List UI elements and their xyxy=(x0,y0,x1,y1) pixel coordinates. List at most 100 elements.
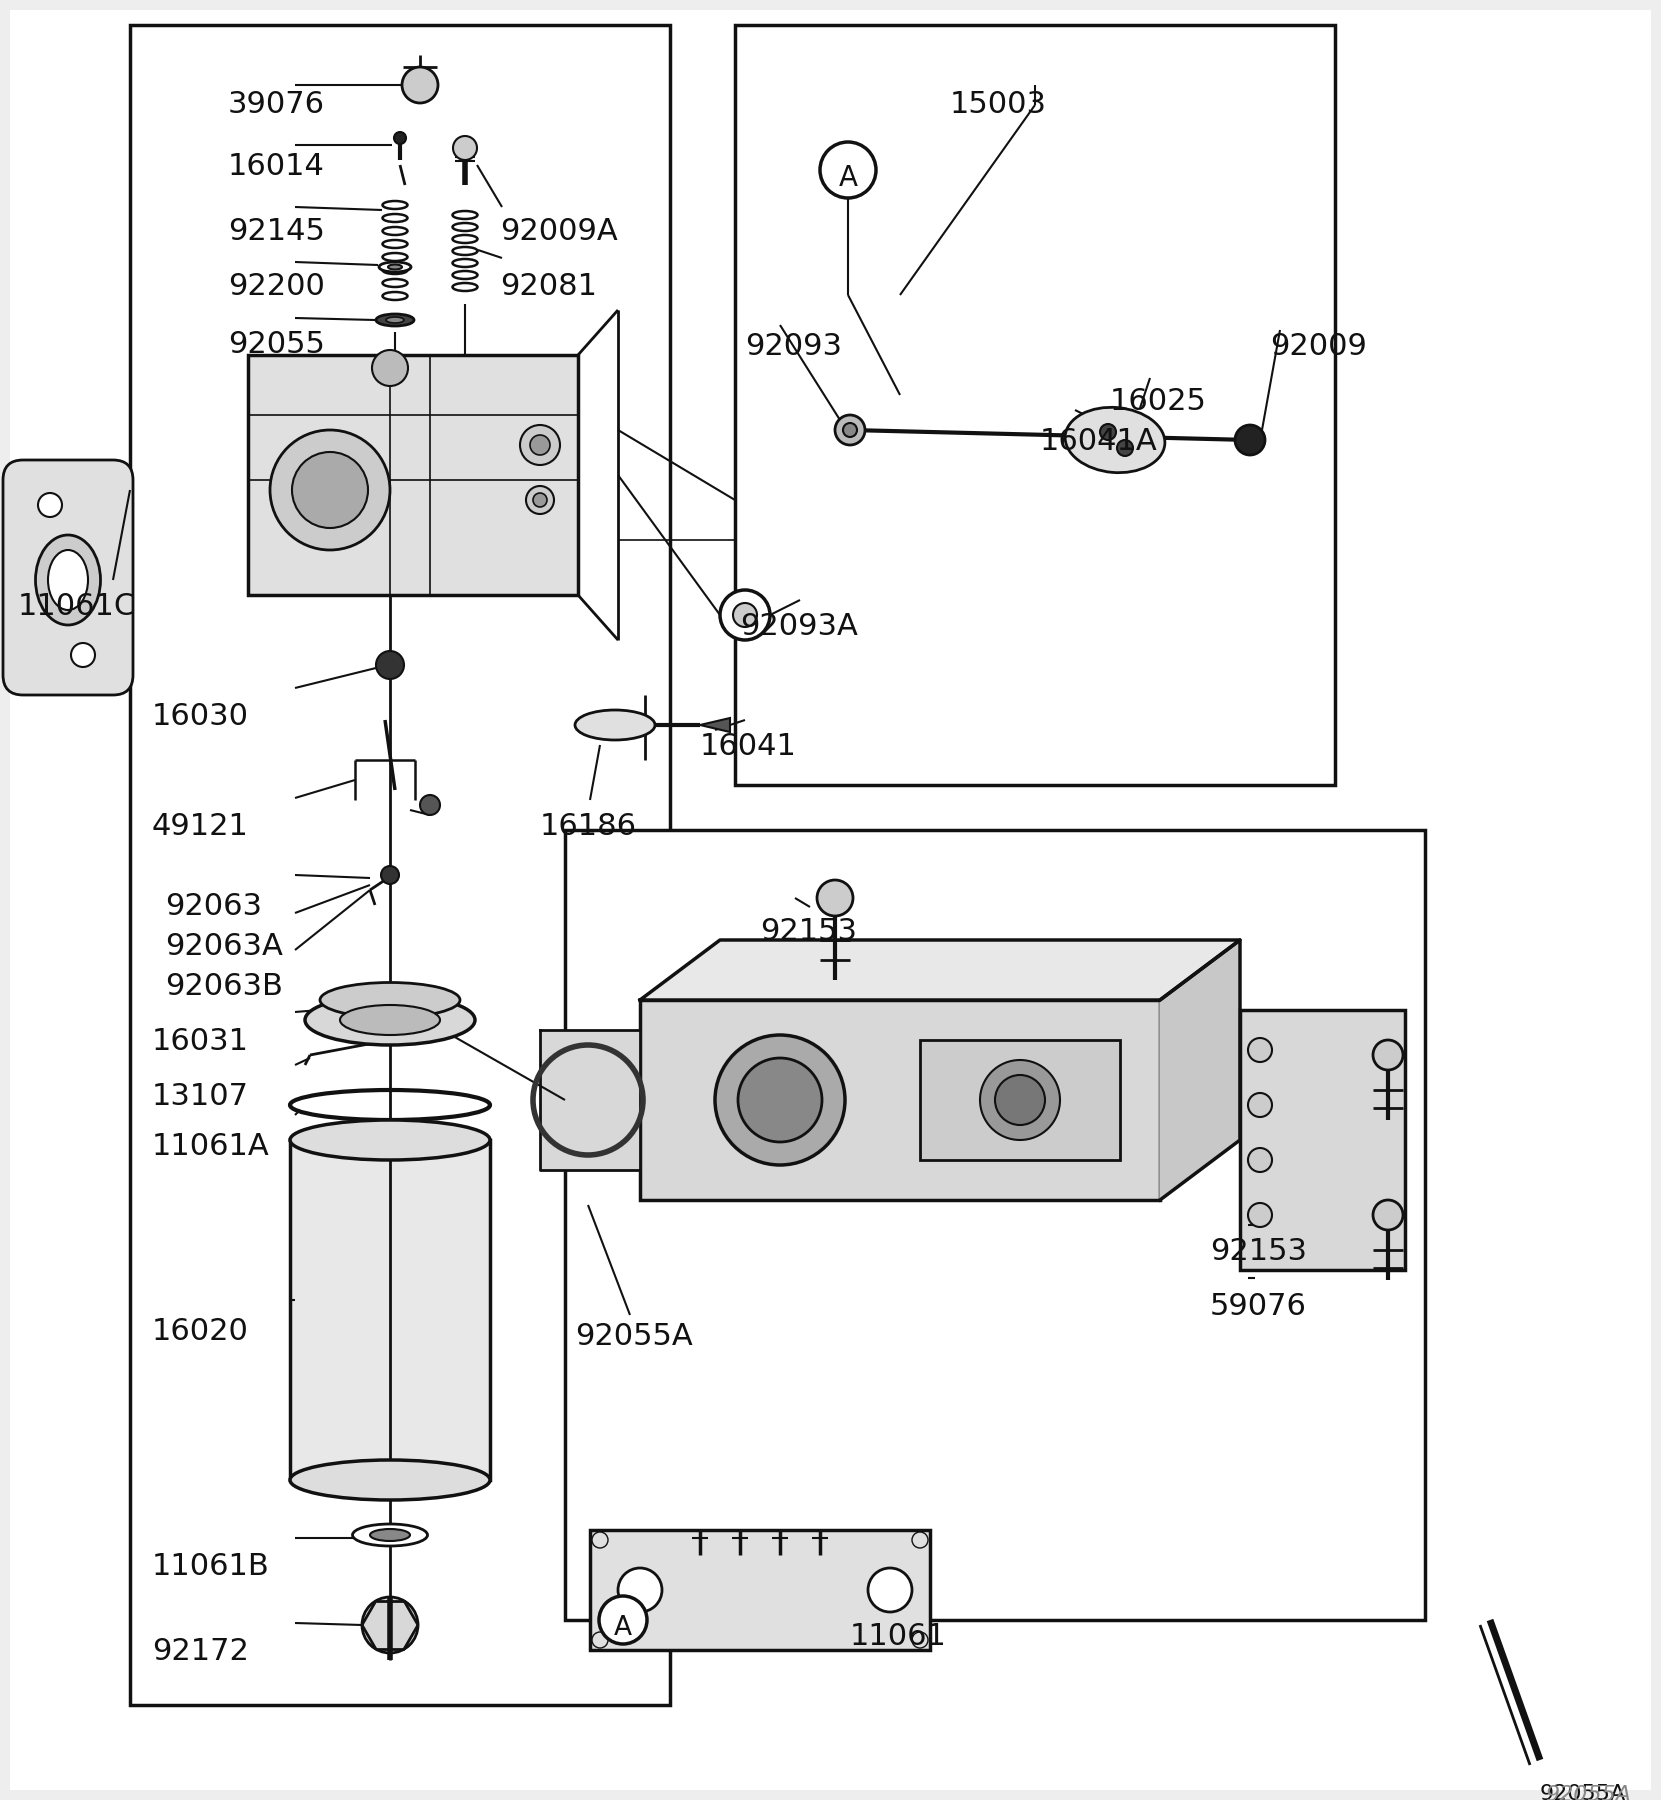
Bar xyxy=(291,1139,490,1480)
Text: 92055: 92055 xyxy=(228,329,326,358)
Text: 15003: 15003 xyxy=(950,90,1046,119)
Text: 16020: 16020 xyxy=(153,1318,249,1346)
Circle shape xyxy=(821,142,875,198)
Text: 92063A: 92063A xyxy=(164,932,282,961)
Text: 92093A: 92093A xyxy=(741,612,857,641)
Circle shape xyxy=(844,423,857,437)
Circle shape xyxy=(292,452,369,527)
Text: 92145: 92145 xyxy=(228,218,326,247)
Circle shape xyxy=(1236,425,1266,455)
Circle shape xyxy=(600,1597,648,1643)
Circle shape xyxy=(38,493,61,517)
Circle shape xyxy=(453,137,477,160)
Text: 16014: 16014 xyxy=(228,151,326,182)
Text: 92055A: 92055A xyxy=(575,1321,693,1352)
Text: 92009A: 92009A xyxy=(500,218,618,247)
Circle shape xyxy=(869,1568,912,1613)
Text: 59076: 59076 xyxy=(1209,1292,1307,1321)
Circle shape xyxy=(995,1075,1045,1125)
Ellipse shape xyxy=(379,263,410,272)
Text: 16030: 16030 xyxy=(153,702,249,731)
Circle shape xyxy=(530,436,550,455)
Text: 13107: 13107 xyxy=(153,1082,249,1111)
Ellipse shape xyxy=(389,265,402,270)
Text: 16041A: 16041A xyxy=(1040,427,1158,455)
Circle shape xyxy=(1116,439,1133,455)
Circle shape xyxy=(1247,1039,1272,1062)
Ellipse shape xyxy=(375,313,414,326)
Text: 92081: 92081 xyxy=(500,272,596,301)
FancyBboxPatch shape xyxy=(3,461,133,695)
Bar xyxy=(565,830,1425,1620)
Bar xyxy=(590,1530,930,1651)
Circle shape xyxy=(1247,1093,1272,1118)
Circle shape xyxy=(394,131,405,144)
Circle shape xyxy=(520,425,560,464)
Text: A: A xyxy=(839,164,857,193)
Circle shape xyxy=(533,493,546,508)
Text: 92063: 92063 xyxy=(164,893,262,922)
Circle shape xyxy=(737,1058,822,1141)
Circle shape xyxy=(719,590,771,641)
Text: 11061B: 11061B xyxy=(153,1552,269,1580)
Polygon shape xyxy=(639,940,1241,1001)
Text: 49121: 49121 xyxy=(153,812,249,841)
Bar xyxy=(639,1001,1159,1201)
Bar xyxy=(130,25,669,1705)
Circle shape xyxy=(1374,1040,1404,1069)
Text: 11061A: 11061A xyxy=(153,1132,269,1161)
Ellipse shape xyxy=(35,535,101,625)
Circle shape xyxy=(817,880,854,916)
Circle shape xyxy=(362,1597,419,1652)
Circle shape xyxy=(591,1532,608,1548)
Circle shape xyxy=(375,652,404,679)
Bar xyxy=(736,25,1335,785)
Text: 11061C: 11061C xyxy=(18,592,136,621)
Circle shape xyxy=(1374,1201,1404,1229)
Text: 92009: 92009 xyxy=(1271,331,1367,362)
Polygon shape xyxy=(1159,940,1241,1201)
Text: 92055A: 92055A xyxy=(1545,1786,1631,1800)
Text: 16186: 16186 xyxy=(540,812,638,841)
Circle shape xyxy=(733,603,757,626)
Text: 16025: 16025 xyxy=(1110,387,1208,416)
Text: 92172: 92172 xyxy=(153,1636,249,1667)
Circle shape xyxy=(1100,425,1116,439)
Bar xyxy=(1241,1010,1405,1271)
Text: 92153: 92153 xyxy=(761,916,857,947)
Circle shape xyxy=(591,1633,608,1649)
Ellipse shape xyxy=(370,1528,410,1541)
Bar xyxy=(920,1040,1120,1159)
Circle shape xyxy=(618,1568,663,1613)
Text: 92093: 92093 xyxy=(746,331,842,362)
Circle shape xyxy=(420,796,440,815)
Text: 92055A: 92055A xyxy=(1540,1784,1626,1800)
Circle shape xyxy=(527,486,555,515)
Ellipse shape xyxy=(1065,407,1164,473)
Circle shape xyxy=(912,1633,928,1649)
Ellipse shape xyxy=(48,551,88,610)
Circle shape xyxy=(714,1035,845,1165)
Ellipse shape xyxy=(306,995,475,1046)
Ellipse shape xyxy=(291,1120,490,1159)
Text: 16031: 16031 xyxy=(153,1028,249,1057)
Circle shape xyxy=(912,1532,928,1548)
Text: A: A xyxy=(615,1615,631,1642)
Ellipse shape xyxy=(291,1460,490,1499)
Circle shape xyxy=(1247,1202,1272,1228)
Polygon shape xyxy=(699,718,729,733)
Circle shape xyxy=(835,416,865,445)
Circle shape xyxy=(402,67,439,103)
Circle shape xyxy=(1247,1148,1272,1172)
Ellipse shape xyxy=(352,1525,427,1546)
Circle shape xyxy=(980,1060,1060,1139)
Text: 11061: 11061 xyxy=(850,1622,947,1651)
Ellipse shape xyxy=(341,1004,440,1035)
Circle shape xyxy=(71,643,95,668)
Circle shape xyxy=(380,866,399,884)
Ellipse shape xyxy=(575,709,654,740)
Bar xyxy=(247,355,578,596)
Circle shape xyxy=(372,349,409,385)
Ellipse shape xyxy=(321,983,460,1017)
Text: 92153: 92153 xyxy=(1209,1237,1307,1265)
